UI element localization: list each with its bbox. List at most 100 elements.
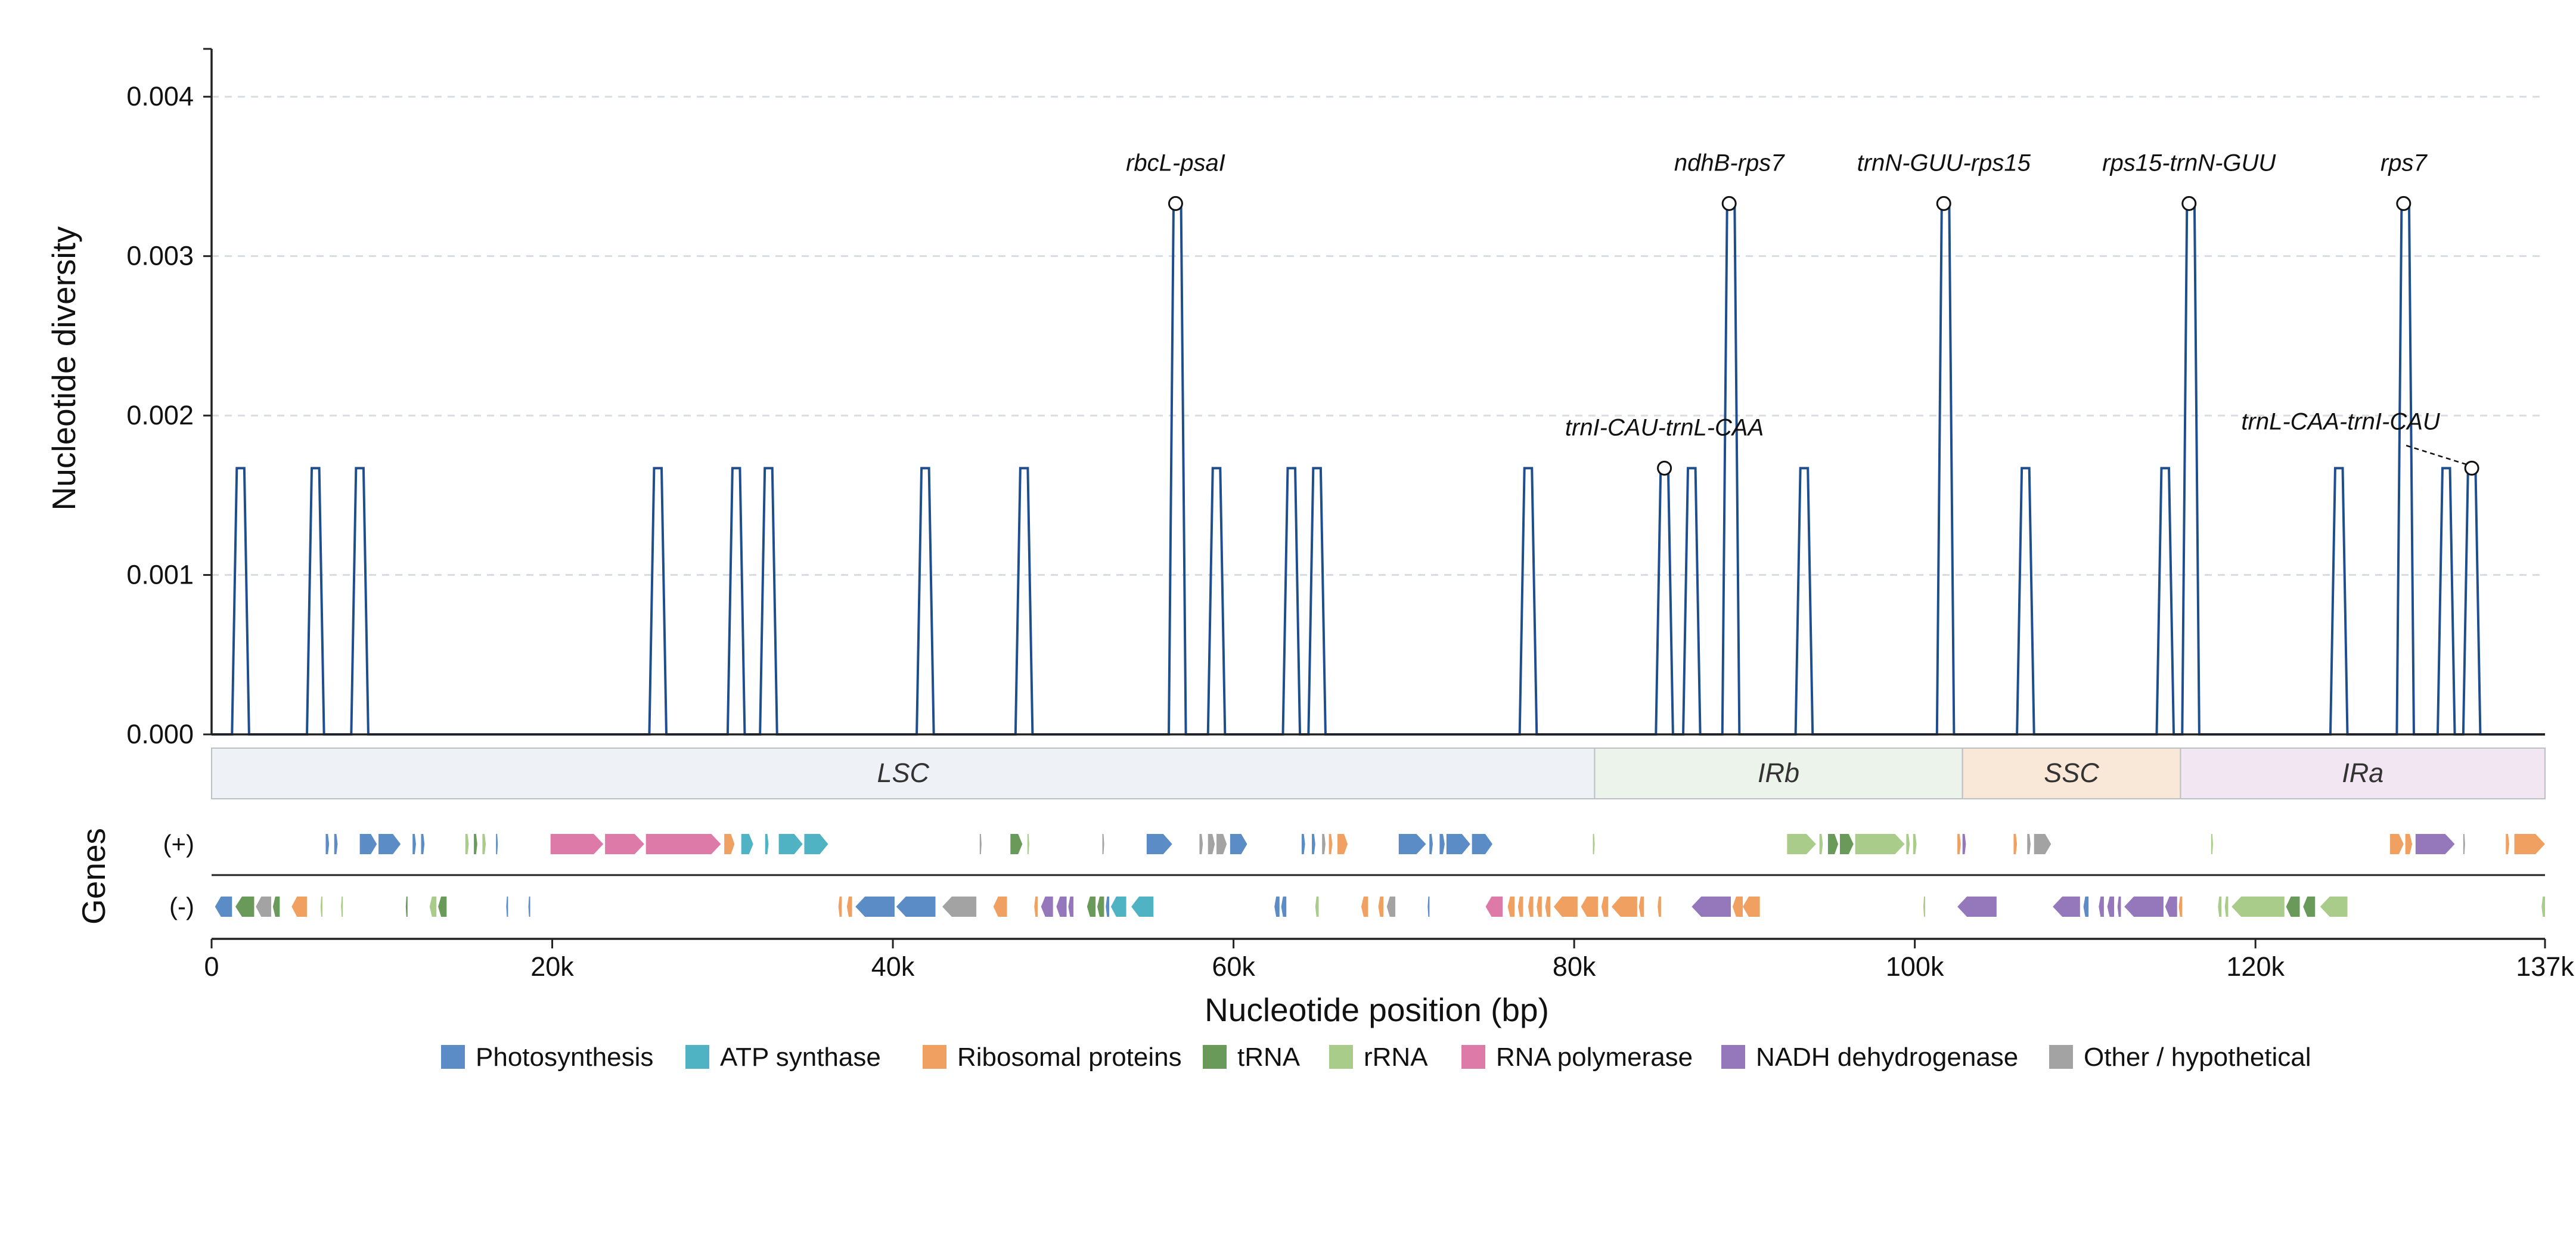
gene-minus xyxy=(1537,897,1542,917)
gene-minus xyxy=(993,897,1007,917)
gene-plus xyxy=(1593,834,1595,854)
gene-minus xyxy=(1692,897,1731,917)
gene-minus xyxy=(291,897,308,917)
gene-plus xyxy=(2514,834,2545,854)
gene-plus xyxy=(1102,834,1104,854)
gene-plus xyxy=(359,834,377,854)
gene-plus xyxy=(1329,834,1333,854)
gene-plus xyxy=(605,834,644,854)
gene-minus xyxy=(1378,897,1384,917)
peak-annotations: rbcL-psaI trnI-CAU-trnL-CAA ndhB-rps7 trnN-… xyxy=(1126,150,2479,476)
peak-label: rbcL-psaI xyxy=(1126,150,1225,176)
legend-label-photo: Photosynthesis xyxy=(476,1043,653,1072)
gene-minus xyxy=(438,897,447,917)
gene-minus xyxy=(215,897,232,917)
gene-minus xyxy=(1361,897,1368,917)
gene-minus xyxy=(1386,897,1396,917)
gene-plus xyxy=(1787,834,1816,854)
gene-minus xyxy=(1106,897,1109,917)
gene-plus xyxy=(765,834,769,854)
gene-minus xyxy=(1034,897,1038,917)
gene-minus xyxy=(2224,897,2229,917)
peak-marker xyxy=(2464,460,2479,476)
legend-label-rnap: RNA polymerase xyxy=(1496,1043,1693,1072)
gene-plus xyxy=(778,834,803,854)
gene-plus xyxy=(2013,834,2018,854)
x-tick-label: 40k xyxy=(871,951,915,982)
gene-minus xyxy=(2107,897,2115,917)
legend-label-other: Other / hypothetical xyxy=(2084,1043,2311,1072)
gene-plus xyxy=(325,834,330,854)
gene-minus xyxy=(2099,897,2104,917)
gene-plus xyxy=(1957,834,1961,854)
gene-plus xyxy=(378,834,401,854)
region-label: IRa xyxy=(2342,758,2383,788)
plus-strand-label: (+) xyxy=(163,830,195,858)
gene-minus xyxy=(1485,897,1503,917)
gene-minus xyxy=(1528,897,1534,917)
legend-swatch-photo xyxy=(441,1045,465,1069)
gene-plus xyxy=(1472,834,1492,854)
gene-minus xyxy=(1097,897,1104,917)
diversity-line xyxy=(212,202,2545,736)
x-axis-title: Nucleotide position (bp) xyxy=(1205,991,1549,1028)
gene-plus xyxy=(482,834,486,854)
gene-minus xyxy=(528,897,530,917)
region-irb xyxy=(1594,748,1963,799)
peak-marker xyxy=(1657,460,1672,476)
region-label: LSC xyxy=(877,758,929,788)
peak-marker xyxy=(2396,196,2411,211)
gene-minus xyxy=(1553,897,1578,917)
gene-plus xyxy=(1146,834,1172,854)
gene-minus xyxy=(1041,897,1053,917)
gene-minus xyxy=(2083,897,2089,917)
gene-minus xyxy=(1658,897,1661,917)
legend-swatch-ribo xyxy=(923,1045,946,1069)
gene-minus xyxy=(2178,897,2183,917)
gene-plus xyxy=(1301,834,1305,854)
gene-minus xyxy=(1601,897,1609,917)
gene-minus xyxy=(429,897,437,917)
legend-label-atp: ATP synthase xyxy=(720,1043,881,1072)
gene-minus xyxy=(838,897,842,917)
gene-minus xyxy=(1923,897,1925,917)
gene-minus xyxy=(2124,897,2164,917)
y-tick-label: 0.004 xyxy=(126,81,194,111)
gene-plus xyxy=(1819,834,1823,854)
peak-label: rps7 xyxy=(2381,150,2428,176)
y-tick-label: 0.002 xyxy=(126,400,194,430)
gene-plus xyxy=(1962,834,1966,854)
gene-plus xyxy=(1010,834,1023,854)
legend-label-trna: tRNA xyxy=(1237,1043,1301,1072)
gene-minus xyxy=(1110,897,1126,917)
gene-plus xyxy=(1906,834,1910,854)
gene-minus xyxy=(506,897,508,917)
x-tick-label: 20k xyxy=(530,951,574,982)
gene-plus xyxy=(1312,834,1315,854)
gene-plus xyxy=(2463,834,2465,854)
gene-minus xyxy=(2218,897,2222,917)
legend-label-ndh: NADH dehydrogenase xyxy=(1756,1043,2018,1072)
x-tick-label: 100k xyxy=(1886,951,1944,982)
gene-minus xyxy=(2320,897,2348,917)
gene-plus xyxy=(724,834,735,854)
peak-marker xyxy=(1721,196,1737,211)
gene-plus xyxy=(474,834,477,854)
axes xyxy=(203,48,2545,736)
gene-minus xyxy=(2303,897,2316,917)
gene-minus xyxy=(896,897,936,917)
legend-label-rrna: rRNA xyxy=(1364,1043,1428,1072)
gene-minus xyxy=(855,897,895,917)
gene-plus xyxy=(1199,834,1203,854)
gene-track xyxy=(212,834,2545,917)
peak-label: trnN-GUU-rps15 xyxy=(1857,150,2031,176)
peak-marker xyxy=(2181,196,2197,211)
gene-minus xyxy=(2232,897,2285,917)
legend-swatch-ndh xyxy=(1721,1045,1745,1069)
y-axis-ticks: 0.000 0.001 0.002 0.003 0.004 xyxy=(126,81,212,749)
legend: Photosynthesis ATP synthase Ribosomal prot… xyxy=(441,1043,2311,1072)
gene-minus xyxy=(1957,897,1997,917)
region-label: SSC xyxy=(2044,758,2099,788)
